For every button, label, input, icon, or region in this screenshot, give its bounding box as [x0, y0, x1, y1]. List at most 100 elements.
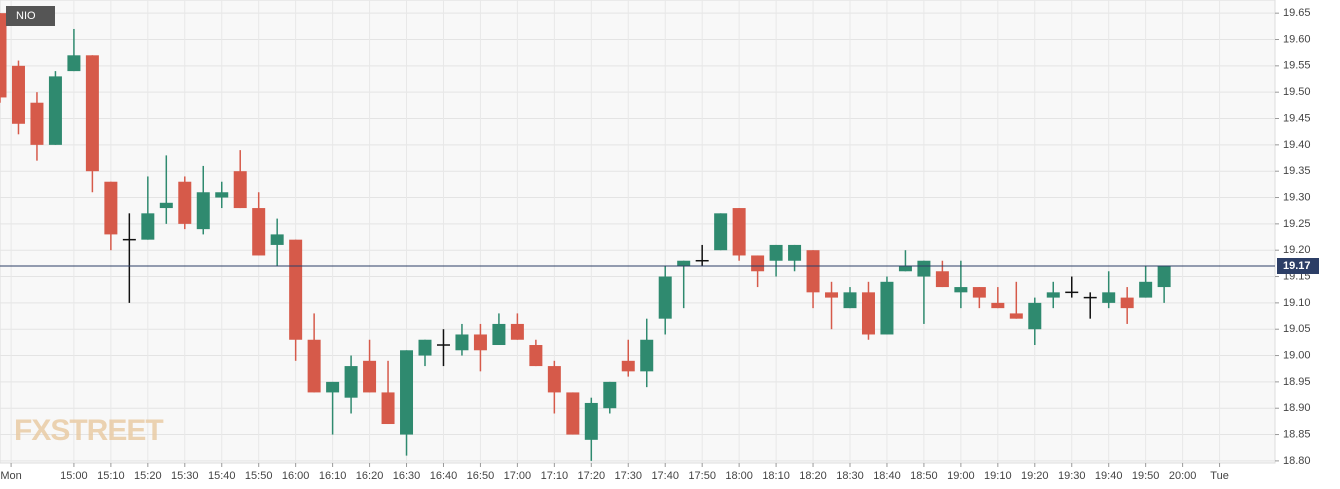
candle-body: [11, 65, 25, 124]
candle-body: [473, 334, 487, 351]
candle-body: [972, 287, 986, 298]
candle-body: [104, 181, 118, 235]
candle-body: [603, 381, 617, 409]
x-tick-label: 15:20: [134, 470, 162, 482]
candle-body: [1157, 266, 1171, 288]
x-tick-label: 15:50: [245, 470, 273, 482]
candle-body: [510, 323, 524, 340]
x-tick-label: 19:30: [1058, 470, 1086, 482]
candle-body: [806, 250, 820, 293]
last-price-label: 19.17: [1283, 260, 1311, 272]
y-tick-label: 19.30: [1283, 191, 1311, 203]
y-tick-label: 19.40: [1283, 139, 1311, 151]
candle-body: [48, 76, 62, 145]
candle-body: [788, 244, 802, 261]
candle-body: [1009, 313, 1023, 319]
candle-body: [898, 266, 912, 272]
candle-body: [400, 350, 414, 435]
legend-label: NIO: [16, 10, 36, 22]
candle-body: [954, 287, 968, 293]
x-tick-label: 19:20: [1021, 470, 1049, 482]
candle-body: [363, 360, 377, 393]
x-tick-label: 19:10: [984, 470, 1012, 482]
plot-area: [0, 0, 1276, 464]
candle-body: [825, 292, 839, 298]
x-tick-label: 18:50: [910, 470, 938, 482]
candle-body: [1139, 281, 1153, 298]
x-tick-label: 15:30: [171, 470, 199, 482]
candle-body: [307, 339, 321, 393]
x-tick-label: 20:00: [1169, 470, 1197, 482]
x-tick-label: 17:20: [578, 470, 606, 482]
candle-body: [233, 171, 247, 209]
candle-body: [492, 323, 506, 346]
candle-body: [326, 381, 340, 393]
x-tick-label: 18:30: [836, 470, 864, 482]
y-tick-label: 19.05: [1283, 323, 1311, 335]
x-tick-label: 15:10: [97, 470, 125, 482]
x-tick-label: 16:40: [430, 470, 458, 482]
candle-body: [252, 208, 266, 256]
last-price-tag: [1277, 258, 1319, 275]
x-tick-label: 19:40: [1095, 470, 1123, 482]
candle-body: [1120, 297, 1134, 309]
candle-body: [917, 260, 931, 277]
candle-body: [455, 334, 469, 351]
x-tick-label: Tue: [1210, 470, 1229, 482]
candle-body: [732, 208, 746, 256]
x-tick-label: 17:30: [614, 470, 642, 482]
candle-body: [658, 276, 672, 319]
x-tick-label: 17:00: [504, 470, 532, 482]
candle-body: [880, 281, 894, 335]
candle-body: [159, 202, 173, 209]
y-tick-label: 19.50: [1283, 86, 1311, 98]
candle-body: [1028, 302, 1042, 330]
y-tick-label: 18.95: [1283, 376, 1311, 388]
x-tick-label: 15:40: [208, 470, 236, 482]
candle-body: [547, 366, 561, 393]
candle-body: [843, 292, 857, 309]
candle-body: [751, 255, 765, 272]
candle-body: [935, 271, 949, 288]
x-tick-label: 16:00: [282, 470, 310, 482]
candle-body: [769, 244, 783, 261]
candle-body: [30, 102, 44, 145]
candle-body: [640, 339, 654, 372]
y-tick-label: 19.45: [1283, 112, 1311, 124]
candle-body: [270, 234, 284, 245]
x-tick-label: 19:00: [947, 470, 975, 482]
candle-body: [621, 360, 635, 372]
x-tick-label: 15:00: [60, 470, 88, 482]
x-tick-label: 17:50: [688, 470, 716, 482]
y-tick-label: 18.90: [1283, 402, 1311, 414]
x-tick-label: 18:20: [799, 470, 827, 482]
candle-body: [85, 55, 99, 172]
x-tick-label: 16:50: [467, 470, 495, 482]
candle-body: [0, 13, 7, 98]
y-tick-label: 19.55: [1283, 60, 1311, 72]
candle-body: [344, 366, 358, 398]
y-tick-label: 19.60: [1283, 33, 1311, 45]
x-tick-label: 19:50: [1132, 470, 1160, 482]
y-tick-label: 19.25: [1283, 218, 1311, 230]
candle-body: [141, 213, 155, 240]
candle-body: [584, 402, 598, 440]
candle-body: [67, 55, 81, 72]
y-tick-label: 19.20: [1283, 244, 1311, 256]
candle-body: [381, 392, 395, 425]
candle-body: [714, 213, 728, 251]
candle-body: [566, 392, 580, 435]
candle-body: [196, 192, 210, 230]
x-tick-label: 18:10: [762, 470, 790, 482]
x-tick-label: 18:40: [873, 470, 901, 482]
y-tick-label: 18.85: [1283, 428, 1311, 440]
x-tick-label: 17:10: [541, 470, 569, 482]
x-tick-label: 18:00: [725, 470, 753, 482]
candle-body: [677, 260, 691, 267]
candle-body: [215, 192, 229, 198]
candle-body: [418, 339, 432, 356]
y-tick-label: 19.10: [1283, 297, 1311, 309]
y-tick-label: 18.80: [1283, 455, 1311, 467]
